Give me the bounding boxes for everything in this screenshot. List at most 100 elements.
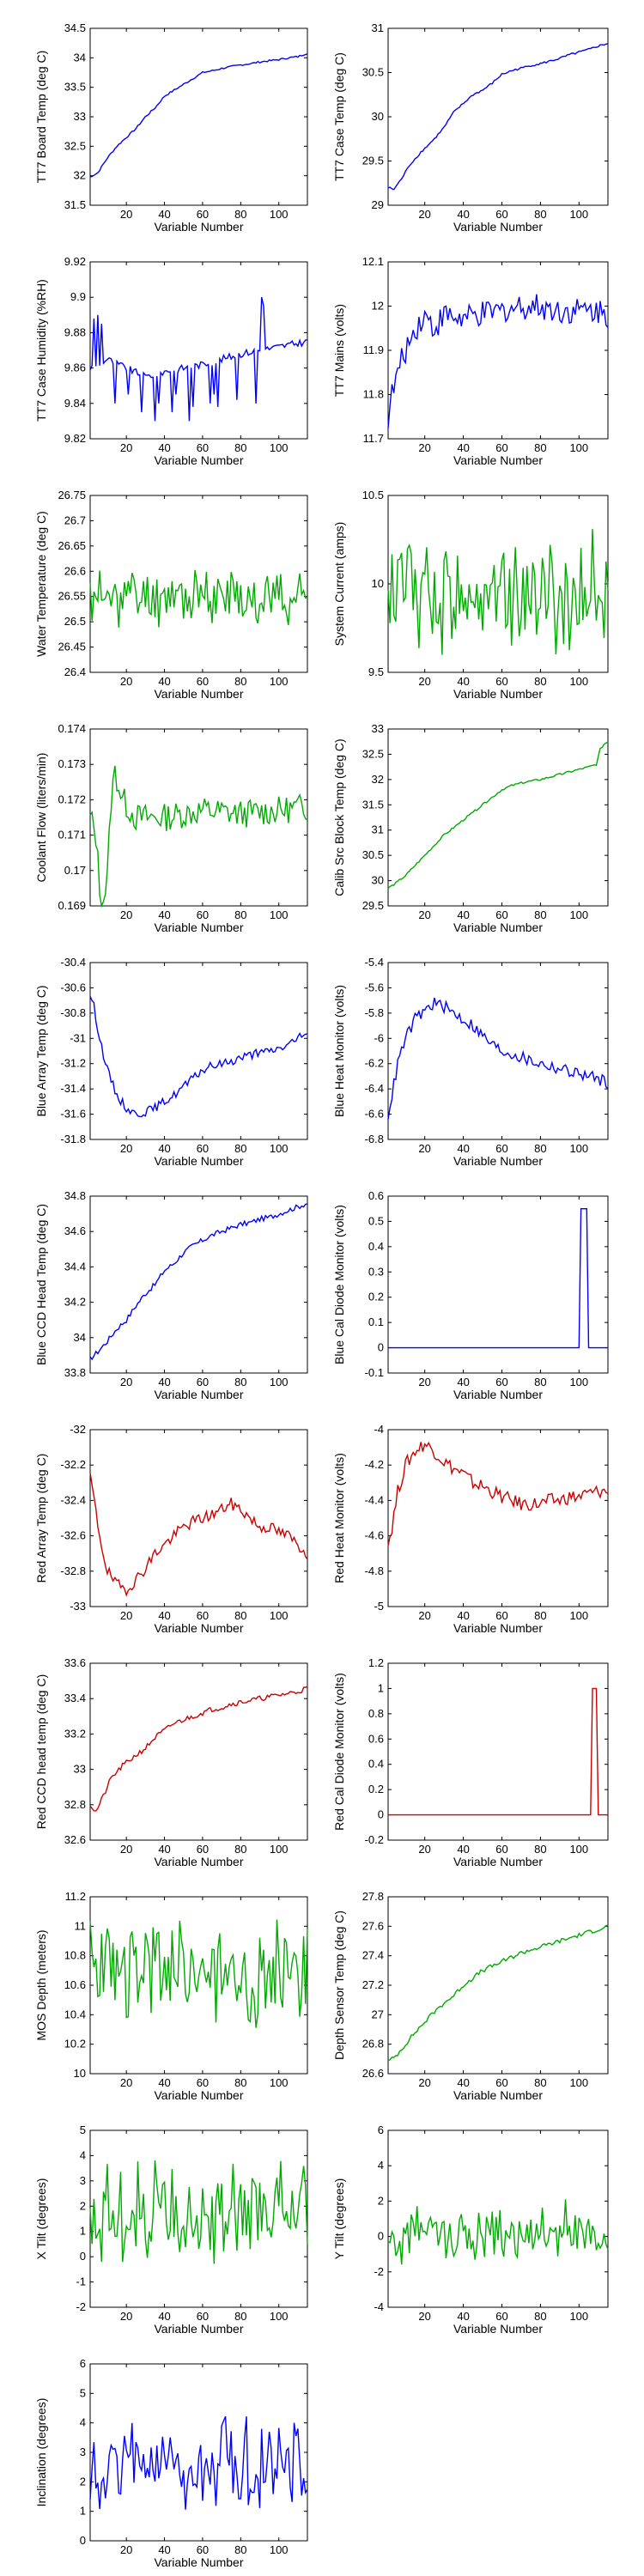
x-axis-label: Variable Number bbox=[453, 2088, 543, 2102]
plot-frame bbox=[387, 261, 609, 440]
x-tick-label: 80 bbox=[534, 1376, 546, 1388]
y-tick-label: 4 bbox=[378, 2159, 384, 2172]
y-tick-label: 0.6 bbox=[368, 1732, 384, 1745]
y-tick-label: -31.4 bbox=[60, 1082, 86, 1095]
x-tick-label: 60 bbox=[495, 1142, 507, 1155]
y-tick-label: 31 bbox=[372, 21, 384, 34]
x-axis-label: Variable Number bbox=[154, 2088, 243, 2102]
x-tick-label: 60 bbox=[495, 675, 507, 688]
y-tick-label: 9.88 bbox=[64, 325, 86, 338]
y-axis-label: Water Temperature (deg C) bbox=[34, 511, 48, 657]
series-line bbox=[387, 43, 609, 191]
y-tick-label: 34.8 bbox=[64, 1189, 86, 1202]
x-tick-label: 40 bbox=[457, 675, 469, 688]
y-tick-label: 5 bbox=[80, 2386, 86, 2399]
x-axis-label: Variable Number bbox=[453, 1621, 543, 1635]
y-tick-label: 0.1 bbox=[368, 1315, 384, 1328]
y-tick-label: 10 bbox=[372, 577, 384, 590]
y-axis-label: MOS Depth (meters) bbox=[34, 1929, 48, 2040]
x-tick-label: 40 bbox=[158, 441, 170, 454]
y-tick-label: 0.2 bbox=[368, 1783, 384, 1795]
x-tick-label: 100 bbox=[270, 2543, 289, 2556]
series-line bbox=[89, 53, 308, 178]
y-tick-label: -4.2 bbox=[365, 1458, 384, 1471]
chart-panel: 20 40 60 80 100 31.5 32 32.5 33 33.5 34 34.5 Variabl… bbox=[34, 21, 308, 234]
chart-panel: 20 40 60 80 100 -6.8 -6.6 -6.4 -6.2 -6 -5.8 -5.6 -5.… bbox=[332, 956, 609, 1168]
x-axis-label: Variable Number bbox=[453, 1154, 543, 1168]
x-tick-label: 60 bbox=[197, 441, 209, 454]
x-tick-label: 60 bbox=[197, 2310, 209, 2323]
y-tick-label: -4.6 bbox=[365, 1529, 384, 1542]
x-tick-label: 20 bbox=[418, 2076, 430, 2089]
x-tick-label: 80 bbox=[234, 908, 246, 921]
x-tick-label: 60 bbox=[495, 1843, 507, 1856]
y-tick-label: -6.2 bbox=[365, 1057, 384, 1070]
x-tick-label: 100 bbox=[270, 2076, 289, 2089]
x-tick-label: 40 bbox=[457, 2076, 469, 2089]
y-tick-label: 34.2 bbox=[64, 1296, 86, 1309]
series-line bbox=[388, 1687, 608, 1816]
series-line bbox=[89, 569, 308, 628]
x-tick-label: 40 bbox=[158, 908, 170, 921]
y-tick-label: 34 bbox=[74, 1331, 86, 1344]
x-tick-label: 20 bbox=[120, 441, 132, 454]
y-tick-label: -5 bbox=[374, 1600, 384, 1613]
x-tick-label: 40 bbox=[158, 675, 170, 688]
x-tick-label: 80 bbox=[234, 1376, 246, 1388]
y-tick-label: 0.2 bbox=[368, 1291, 384, 1303]
y-tick-label: 27.6 bbox=[362, 1919, 384, 1932]
x-tick-label: 100 bbox=[569, 1142, 588, 1155]
y-axis-label: System Current (amps) bbox=[332, 522, 346, 647]
y-tick-label: 33.2 bbox=[64, 1727, 86, 1740]
series-line bbox=[387, 741, 609, 890]
y-tick-label: 10.8 bbox=[64, 1949, 86, 1962]
y-tick-label: 33 bbox=[74, 110, 86, 123]
x-tick-label: 40 bbox=[158, 2310, 170, 2323]
series-line bbox=[387, 294, 609, 428]
x-tick-label: 40 bbox=[457, 1376, 469, 1388]
y-axis-label: Y Tilt (degrees) bbox=[332, 2178, 346, 2260]
x-tick-label: 100 bbox=[569, 208, 588, 221]
y-tick-label: 33 bbox=[372, 722, 384, 735]
x-axis-label: Variable Number bbox=[154, 2555, 243, 2569]
y-tick-label: -32.2 bbox=[60, 1458, 86, 1471]
x-tick-label: 40 bbox=[158, 2543, 170, 2556]
x-axis-label: Variable Number bbox=[453, 453, 543, 467]
y-tick-label: 26.5 bbox=[64, 615, 86, 628]
y-tick-label: 2 bbox=[378, 2194, 384, 2207]
y-tick-label: -31.2 bbox=[60, 1057, 86, 1070]
y-tick-label: 9.86 bbox=[64, 361, 86, 374]
x-tick-label: 20 bbox=[418, 441, 430, 454]
y-axis-label: Blue Heat Monitor (volts) bbox=[332, 985, 346, 1117]
x-tick-label: 80 bbox=[234, 208, 246, 221]
x-tick-label: 60 bbox=[197, 908, 209, 921]
y-tick-label: 29.5 bbox=[362, 155, 384, 167]
x-axis-label: Variable Number bbox=[154, 2322, 243, 2336]
plot-frame bbox=[387, 1429, 609, 1607]
chart-panel: 20 40 60 80 100 9.82 9.84 9.86 9.88 9.9 9.92 Variab… bbox=[34, 255, 308, 467]
x-tick-label: 60 bbox=[197, 675, 209, 688]
y-tick-label: 4 bbox=[80, 2148, 86, 2161]
x-tick-label: 100 bbox=[270, 1609, 289, 1622]
x-tick-label: 20 bbox=[120, 675, 132, 688]
x-tick-label: 80 bbox=[534, 441, 546, 454]
x-axis-label: Variable Number bbox=[154, 1855, 243, 1868]
y-tick-label: -2 bbox=[76, 2300, 86, 2313]
x-tick-label: 20 bbox=[418, 208, 430, 221]
y-tick-label: 4 bbox=[80, 2416, 86, 2429]
y-tick-label: 3 bbox=[80, 2445, 86, 2458]
y-axis-label: Blue Array Temp (deg C) bbox=[34, 985, 48, 1116]
plot-frame bbox=[387, 1662, 609, 1841]
x-tick-label: 20 bbox=[418, 2310, 430, 2323]
chart-panel: 20 40 60 80 100 -31.8 -31.6 -31.4 -31.2 -31 -30.8 -… bbox=[34, 956, 308, 1168]
x-tick-label: 100 bbox=[270, 441, 289, 454]
y-axis-label: TT7 Case Humidity (%RH) bbox=[34, 279, 48, 422]
y-tick-label: 26.75 bbox=[58, 489, 86, 501]
series-line bbox=[387, 997, 609, 1120]
y-tick-label: 0.174 bbox=[58, 722, 86, 735]
y-tick-label: 27 bbox=[372, 2008, 384, 2020]
x-tick-label: 40 bbox=[457, 441, 469, 454]
y-tick-label: -5.8 bbox=[365, 1006, 384, 1019]
plot-frame bbox=[89, 495, 308, 673]
y-tick-label: -0.1 bbox=[365, 1366, 384, 1379]
